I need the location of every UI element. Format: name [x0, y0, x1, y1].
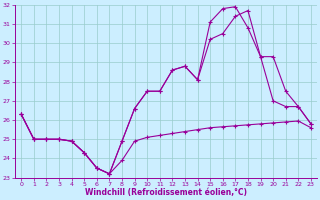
- X-axis label: Windchill (Refroidissement éolien,°C): Windchill (Refroidissement éolien,°C): [85, 188, 247, 197]
